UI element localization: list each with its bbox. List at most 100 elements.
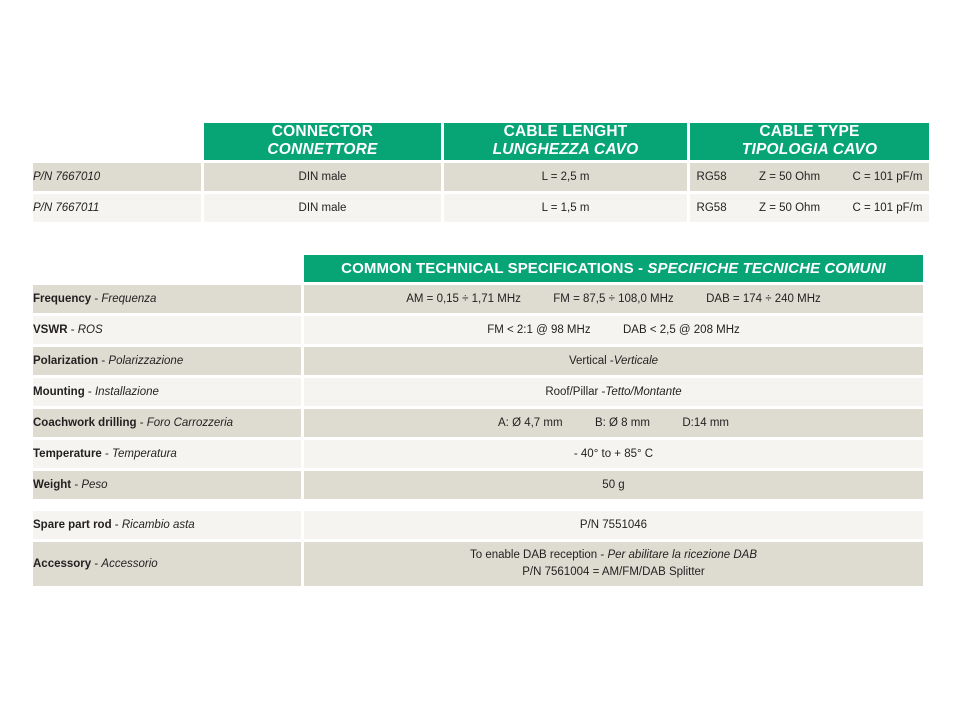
part-number-cell: P/N 7667010 bbox=[33, 162, 201, 191]
table-row: Temperature - Temperatura - 40° to + 85°… bbox=[33, 440, 923, 468]
label-it: Frequenza bbox=[101, 293, 157, 305]
label-en: Temperature bbox=[33, 448, 102, 460]
header-spacer bbox=[33, 123, 201, 160]
label-en: Mounting bbox=[33, 386, 85, 398]
label-en: Accessory bbox=[33, 558, 92, 570]
label-separator: - bbox=[67, 324, 78, 336]
frequency-am: AM = 0,15 ÷ 1,71 MHz bbox=[406, 293, 521, 305]
label-en: Spare part rod bbox=[33, 519, 112, 531]
label-it: Ricambio asta bbox=[121, 519, 195, 531]
label-it: Peso bbox=[81, 479, 108, 491]
spec-value-vswr: FM < 2:1 @ 98 MHz DAB < 2,5 @ 208 MHz bbox=[304, 316, 923, 344]
spec-value-coachwork-drilling: A: Ø 4,7 mm B: Ø 8 mm D:14 mm bbox=[304, 409, 923, 437]
table-row: Frequency - Frequenza AM = 0,15 ÷ 1,71 M… bbox=[33, 285, 923, 313]
accessory-line-1-it: Per abilitare la ricezione DAB bbox=[607, 549, 758, 562]
table-row: Polarization - Polarizzazione Vertical -… bbox=[33, 347, 923, 375]
spare-part-label: Spare part rod - Ricambio asta bbox=[33, 511, 301, 539]
part-number-cell: P/N 7667011 bbox=[33, 193, 201, 222]
cable-type-cell: RG58 Z = 50 Ohm C = 101 pF/m bbox=[690, 162, 929, 191]
label-separator: - bbox=[91, 293, 102, 305]
polarization-en: Vertical - bbox=[568, 355, 614, 367]
spare-and-accessory-table: Spare part rod - Ricambio asta P/N 75510… bbox=[30, 508, 926, 589]
cable-type-capacitance: C = 101 pF/m bbox=[852, 170, 923, 183]
cable-type-impedance: Z = 50 Ohm bbox=[759, 201, 821, 214]
mounting-it: Tetto/Montante bbox=[605, 386, 682, 398]
mounting-en: Roof/Pillar - bbox=[545, 386, 606, 398]
label-separator: - bbox=[111, 519, 122, 531]
header-connector: CONNECTOR CONNETTORE bbox=[204, 123, 441, 160]
header-cable-length-it: LUNGHEZZA CAVO bbox=[492, 141, 639, 159]
table-row: Coachwork drilling - Foro Carrozzeria A:… bbox=[33, 409, 923, 437]
spec-value-polarization: Vertical - Verticale bbox=[304, 347, 923, 375]
label-separator: - bbox=[101, 448, 113, 460]
accessory-line-1-en: To enable DAB reception - bbox=[469, 549, 608, 562]
drilling-d: D:14 mm bbox=[682, 417, 729, 429]
table-header-row: CONNECTOR CONNETTORE CABLE LENGHT LUNGHE… bbox=[33, 123, 929, 160]
spec-value-frequency: AM = 0,15 ÷ 1,71 MHz FM = 87,5 ÷ 108,0 M… bbox=[304, 285, 923, 313]
header-connector-en: CONNECTOR bbox=[271, 123, 374, 140]
table-row: Mounting - Installazione Roof/Pillar - T… bbox=[33, 378, 923, 406]
spec-value-weight: 50 g bbox=[304, 471, 923, 499]
label-it: Foro Carrozzeria bbox=[146, 417, 234, 429]
banner-row: COMMON TECHNICAL SPECIFICATIONS - SPECIF… bbox=[33, 255, 923, 282]
spec-value-temperature: - 40° to + 85° C bbox=[304, 440, 923, 468]
drilling-b: B: Ø 8 mm bbox=[594, 417, 650, 429]
label-en: Frequency bbox=[33, 293, 92, 305]
label-it: Accessorio bbox=[101, 558, 158, 570]
spec-label-coachwork-drilling: Coachwork drilling - Foro Carrozzeria bbox=[33, 409, 301, 437]
banner-spacer bbox=[33, 255, 301, 282]
spec-label-polarization: Polarization - Polarizzazione bbox=[33, 347, 301, 375]
cable-length-cell: L = 1,5 m bbox=[444, 193, 687, 222]
connector-cell: DIN male bbox=[204, 193, 441, 222]
spec-label-weight: Weight - Peso bbox=[33, 471, 301, 499]
cable-type-cell: RG58 Z = 50 Ohm C = 101 pF/m bbox=[690, 193, 929, 222]
header-connector-it: CONNETTORE bbox=[267, 141, 378, 159]
label-it: ROS bbox=[77, 324, 103, 336]
frequency-fm: FM = 87,5 ÷ 108,0 MHz bbox=[553, 293, 674, 305]
spec-label-frequency: Frequency - Frequenza bbox=[33, 285, 301, 313]
table-row: Accessory - Accessorio To enable DAB rec… bbox=[33, 542, 923, 586]
header-cable-type: CABLE TYPE TIPOLOGIA CAVO bbox=[690, 123, 929, 160]
banner-text-it: SPECIFICHE TECNICHE COMUNI bbox=[647, 260, 886, 277]
accessory-line-1: To enable DAB reception - Per abilitare … bbox=[304, 547, 923, 564]
drilling-a: A: Ø 4,7 mm bbox=[498, 417, 563, 429]
label-en: Coachwork drilling bbox=[33, 417, 137, 429]
label-separator: - bbox=[84, 386, 95, 398]
label-separator: - bbox=[71, 479, 82, 491]
spare-part-value: P/N 7551046 bbox=[304, 511, 923, 539]
label-en: Polarization bbox=[33, 355, 99, 367]
label-separator: - bbox=[136, 417, 147, 429]
cable-type-impedance: Z = 50 Ohm bbox=[759, 170, 821, 183]
spec-label-vswr: VSWR - ROS bbox=[33, 316, 301, 344]
common-specs-banner: COMMON TECHNICAL SPECIFICATIONS - SPECIF… bbox=[304, 255, 923, 282]
label-en: VSWR bbox=[33, 324, 68, 336]
cable-length-cell: L = 2,5 m bbox=[444, 162, 687, 191]
label-it: Polarizzazione bbox=[108, 355, 184, 367]
cable-type-rg: RG58 bbox=[696, 170, 727, 183]
table-row: P/N 7667010 DIN male L = 2,5 m RG58 Z = … bbox=[33, 162, 929, 191]
common-specifications-table: COMMON TECHNICAL SPECIFICATIONS - SPECIF… bbox=[30, 252, 926, 502]
accessory-label: Accessory - Accessorio bbox=[33, 542, 301, 586]
table-row: P/N 7667011 DIN male L = 1,5 m RG58 Z = … bbox=[33, 193, 929, 222]
table-row: VSWR - ROS FM < 2:1 @ 98 MHz DAB < 2,5 @… bbox=[33, 316, 923, 344]
accessory-value: To enable DAB reception - Per abilitare … bbox=[304, 542, 923, 586]
header-cable-type-en: CABLE TYPE bbox=[759, 123, 860, 140]
label-separator: - bbox=[98, 355, 109, 367]
spec-value-mounting: Roof/Pillar - Tetto/Montante bbox=[304, 378, 923, 406]
label-en: Weight bbox=[33, 479, 72, 491]
connector-cell: DIN male bbox=[204, 162, 441, 191]
label-it: Installazione bbox=[94, 386, 159, 398]
vswr-fm: FM < 2:1 @ 98 MHz bbox=[487, 324, 591, 336]
banner-text-en: COMMON TECHNICAL SPECIFICATIONS - bbox=[341, 260, 648, 277]
spec-label-mounting: Mounting - Installazione bbox=[33, 378, 301, 406]
spec-label-temperature: Temperature - Temperatura bbox=[33, 440, 301, 468]
table-row: Spare part rod - Ricambio asta P/N 75510… bbox=[33, 511, 923, 539]
vswr-dab: DAB < 2,5 @ 208 MHz bbox=[622, 324, 740, 336]
label-separator: - bbox=[91, 558, 102, 570]
header-cable-length: CABLE LENGHT LUNGHEZZA CAVO bbox=[444, 123, 687, 160]
polarization-it: Verticale bbox=[613, 355, 659, 367]
product-variants-table: CONNECTOR CONNETTORE CABLE LENGHT LUNGHE… bbox=[30, 120, 932, 225]
cable-type-capacitance: C = 101 pF/m bbox=[852, 201, 923, 214]
frequency-dab: DAB = 174 ÷ 240 MHz bbox=[706, 293, 821, 305]
